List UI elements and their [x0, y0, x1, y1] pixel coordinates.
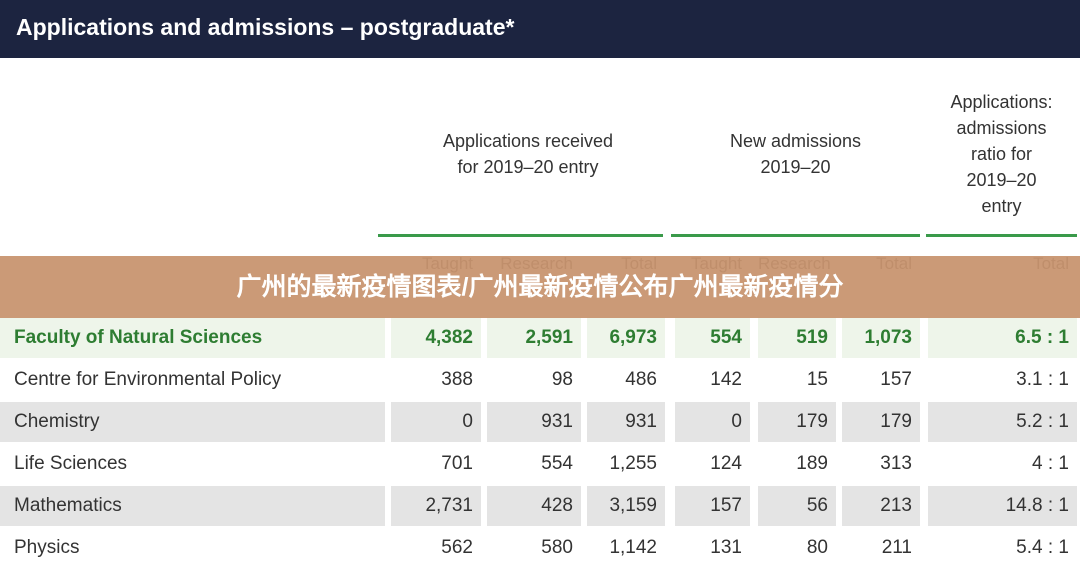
cell: 0	[391, 402, 481, 442]
cell: 0	[675, 402, 750, 442]
row-label: Life Sciences	[14, 453, 128, 474]
cell: 3,159	[587, 486, 665, 526]
cell: 554	[675, 318, 750, 358]
cell: 1,073	[842, 318, 920, 358]
cell: 4 : 1	[1032, 453, 1069, 474]
group-header: Applications:	[950, 92, 1053, 112]
group-header: admissions	[956, 118, 1047, 138]
banner: 广州的最新疫情图表/广州最新疫情公布广州最新疫情分	[0, 256, 1080, 318]
cell: 157	[675, 486, 750, 526]
cell: 142	[710, 369, 742, 390]
group-header: for 2019–20 entry	[457, 157, 599, 177]
group-rule	[671, 234, 920, 237]
cell: 2,731	[391, 486, 481, 526]
group-header: Applications received	[442, 131, 614, 151]
cell: 80	[806, 537, 828, 558]
page-title: Applications and admissions – postgradua…	[16, 14, 515, 40]
cell: 213	[842, 486, 920, 526]
cell: 313	[880, 453, 912, 474]
title-bar	[0, 0, 1080, 58]
cell: 14.8 : 1	[928, 486, 1077, 526]
cell: 98	[551, 369, 573, 390]
cell: 5.2 : 1	[928, 402, 1077, 442]
cell: 428	[487, 486, 581, 526]
row-label: Centre for Environmental Policy	[14, 369, 282, 390]
cell: 388	[441, 369, 473, 390]
group-rule	[378, 234, 663, 237]
cell: 124	[710, 453, 742, 474]
group-rule	[926, 234, 1077, 237]
cell: 189	[796, 453, 828, 474]
cell: 519	[758, 318, 836, 358]
cell: 1,142	[609, 537, 657, 558]
row-label: Chemistry	[0, 402, 385, 442]
cell: 179	[842, 402, 920, 442]
cell: 1,255	[609, 453, 657, 474]
cell: 701	[441, 453, 473, 474]
cell: 157	[880, 369, 912, 390]
group-header: ratio for	[970, 144, 1033, 164]
cell: 2,591	[487, 318, 581, 358]
cell: 931	[487, 402, 581, 442]
row-label: Faculty of Natural Sciences	[0, 318, 385, 358]
cell: 554	[541, 453, 573, 474]
group-header: 2019–20	[760, 157, 831, 177]
cell: 131	[710, 537, 742, 558]
cell: 3.1 : 1	[1016, 369, 1069, 390]
cell: 562	[441, 537, 473, 558]
cell: 6.5 : 1	[928, 318, 1077, 358]
cell: 179	[758, 402, 836, 442]
cell: 15	[806, 369, 828, 390]
cell: 486	[625, 369, 657, 390]
cell: 580	[541, 537, 573, 558]
group-header: New admissions	[729, 131, 862, 151]
cell: 211	[881, 537, 912, 558]
cell: 4,382	[391, 318, 481, 358]
cell: 56	[758, 486, 836, 526]
cell: 5.4 : 1	[1016, 537, 1069, 558]
group-header: 2019–20	[966, 170, 1037, 190]
row-label: Physics	[14, 537, 80, 558]
row-label: Mathematics	[0, 486, 385, 526]
cell: 6,973	[587, 318, 665, 358]
group-header: entry	[981, 196, 1022, 216]
cell: 931	[587, 402, 665, 442]
